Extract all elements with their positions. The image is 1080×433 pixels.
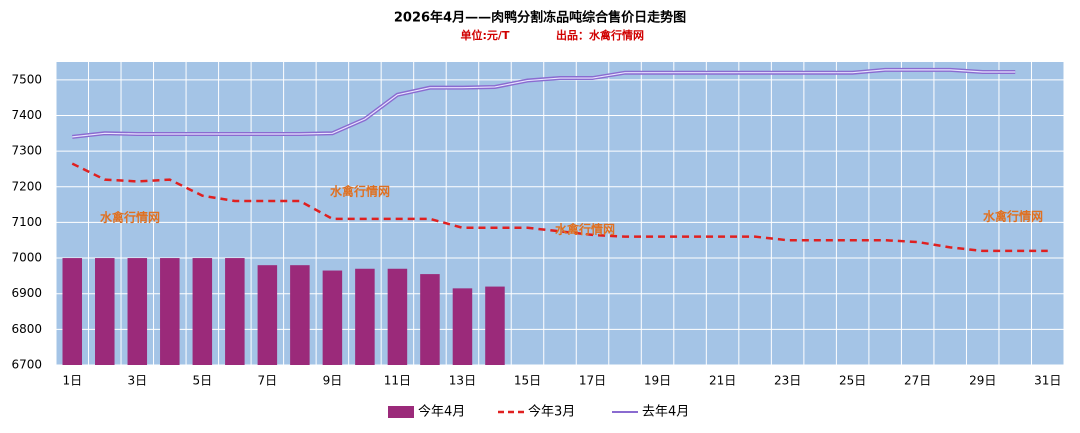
y-tick-label: 7500 [11,72,42,86]
legend-label: 去年4月 [642,405,689,420]
y-tick-label: 7200 [11,179,42,193]
x-tick-label: 29日 [969,374,996,388]
y-tick-label: 7000 [11,251,42,265]
watermark: 水禽行情网 [555,222,615,237]
x-tick-label: 1日 [62,374,82,388]
x-tick-label: 27日 [904,374,931,388]
x-tick-label: 9日 [323,374,343,388]
bar [95,258,115,365]
line [71,162,1048,253]
subtitle: 出品：水禽行情网 [556,28,644,42]
x-tick-label: 13日 [449,374,476,388]
y-tick-label: 6800 [11,322,42,336]
y-tick-label: 7100 [11,215,42,229]
watermark: 水禽行情网 [330,184,390,199]
x-tick-label: 19日 [644,374,671,388]
bar [387,268,408,365]
x-tick-label: 17日 [579,374,606,388]
legend-label: 今年4月 [418,404,465,420]
legend-swatch [388,406,414,418]
watermark: 水禽行情网 [983,209,1043,224]
bar [192,258,213,365]
bar [355,268,375,365]
x-tick-label: 31日 [1034,374,1061,388]
bar [257,265,278,365]
subtitle: 单位:元/T [461,28,510,42]
bar [225,258,245,365]
x-tick-label: 23日 [774,374,801,388]
bar [62,258,83,365]
plot-area [56,62,1064,365]
bar [322,270,343,365]
bar [290,265,310,365]
line [72,69,1016,138]
x-tick-label: 7日 [258,374,278,388]
bar [485,286,505,365]
watermark: 水禽行情网 [100,210,160,225]
bar [452,288,473,365]
x-tick-label: 5日 [193,374,213,388]
bar [160,258,180,365]
x-tick-label: 11日 [384,374,411,388]
legend-label: 今年3月 [528,404,575,420]
y-tick-label: 7300 [11,144,42,158]
x-tick-label: 25日 [839,374,866,388]
chart-title: 2026年4月——肉鸭分割冻品吨综合售价日走势图 [394,10,686,26]
y-tick-label: 6700 [11,358,42,372]
x-tick-label: 15日 [514,374,541,388]
bar [127,258,148,365]
y-tick-label: 7400 [11,108,42,122]
y-tick-label: 6900 [11,286,42,300]
x-tick-label: 21日 [709,374,736,388]
x-tick-label: 3日 [127,374,147,388]
bar [420,274,440,365]
